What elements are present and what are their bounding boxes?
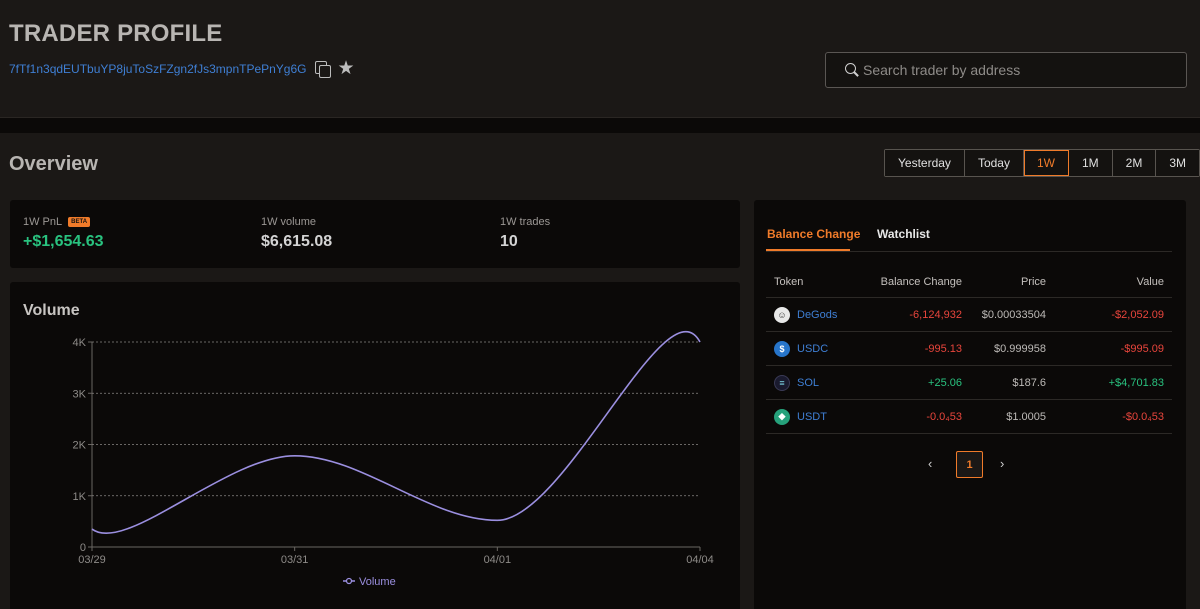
table-row[interactable]: ☺ DeGods -6,124,932 $0.00033504 -$2,052.… [766, 298, 1172, 332]
x-tick-label: 03/31 [281, 554, 309, 566]
volume-title: Volume [23, 302, 80, 319]
pagination-prev-button[interactable]: ‹ [928, 456, 933, 471]
pagination: ‹ 1 › [754, 451, 1186, 479]
token-link[interactable]: DeGods [797, 308, 838, 321]
column-header-value: Value [1136, 275, 1164, 288]
y-tick-label: 1K [73, 491, 87, 503]
stat-trades-value: 10 [500, 233, 518, 250]
balance-change-cell: -6,124,932 [909, 308, 962, 321]
value-cell: -$995.09 [1120, 342, 1164, 355]
table-row[interactable]: ≡ SOL +25.06 $187.6 +$4,701.83 [766, 366, 1172, 400]
trader-address-link[interactable]: 7fTf1n3qdEUTbuYP8juToSzFZgn2fJs3mpnTPePn… [9, 61, 307, 76]
stat-pnl-label-text: 1W PnL [23, 216, 63, 228]
y-tick-label: 4K [73, 337, 87, 349]
stat-volume-value: $6,615.08 [261, 233, 333, 250]
search-input[interactable] [863, 62, 1163, 78]
stat-pnl-label: 1W PnL BETA [23, 216, 104, 228]
price-cell: $0.999958 [994, 342, 1046, 355]
overview-title: Overview [9, 153, 98, 175]
price-cell: $0.00033504 [981, 308, 1046, 321]
column-header-balance-change: Balance Change [880, 275, 962, 288]
y-tick-label: 3K [73, 388, 87, 400]
value-cell: -$0.0₄53 [1122, 410, 1164, 423]
usdc-icon: $ [774, 340, 790, 357]
stat-trades: 1W trades 10 [500, 216, 550, 251]
range-button-2m[interactable]: 2M [1112, 150, 1157, 176]
beta-badge: BETA [68, 217, 91, 227]
range-button-yesterday[interactable]: Yesterday [885, 150, 965, 176]
token-cell: ≡ SOL [774, 374, 820, 391]
search-icon [844, 62, 860, 78]
range-button-3m[interactable]: 3M [1156, 150, 1199, 176]
table-header: Token Balance Change Price Value [766, 266, 1172, 298]
token-link[interactable]: SOL [797, 376, 820, 389]
time-range-selector: Yesterday Today 1W 1M 2M 3M [884, 149, 1200, 177]
main-content: Overview Yesterday Today 1W 1M 2M 3M 1W … [0, 133, 1200, 609]
range-button-today[interactable]: Today [964, 150, 1024, 176]
header: TRADER PROFILE 7fTf1n3qdEUTbuYP8juToSzFZ… [0, 0, 1200, 118]
table-row[interactable]: $ USDC -995.13 $0.999958 -$995.09 [766, 332, 1172, 366]
star-icon[interactable]: ★ [337, 58, 355, 79]
table-row[interactable]: ◆ USDT -0.0₄53 $1.0005 -$0.0₄53 [766, 400, 1172, 434]
sol-icon: ≡ [774, 374, 790, 391]
balance-card: Balance Change Watchlist Token Balance C… [754, 200, 1186, 609]
balance-change-cell: +25.06 [928, 376, 962, 389]
stats-card: 1W PnL BETA +$1,654.63 1W volume $6,615.… [10, 200, 740, 268]
search-box[interactable] [825, 52, 1187, 88]
balance-tabs: Balance Change Watchlist [766, 200, 1172, 252]
stat-volume-label: 1W volume [261, 216, 317, 228]
usdt-icon: ◆ [774, 408, 790, 425]
range-button-1w[interactable]: 1W [1023, 150, 1069, 176]
value-cell: -$2,052.09 [1111, 308, 1164, 321]
value-cell: +$4,701.83 [1108, 376, 1164, 389]
column-header-token: Token [774, 275, 804, 288]
balance-table: Token Balance Change Price Value ☺ DeGod… [766, 266, 1172, 434]
price-cell: $187.6 [1012, 376, 1046, 389]
page-title: TRADER PROFILE [9, 20, 223, 47]
stat-pnl: 1W PnL BETA +$1,654.63 [23, 216, 104, 251]
balance-change-cell: -995.13 [924, 342, 962, 355]
token-link[interactable]: USDC [797, 342, 829, 355]
tab-balance-change[interactable]: Balance Change [767, 227, 861, 241]
volume-card: Volume 0 1K 2K 3K 4K 03/29 03/31 04/01 04/04 Volu… [10, 282, 740, 609]
token-cell: $ USDC [774, 340, 829, 357]
token-link[interactable]: USDT [797, 410, 827, 423]
x-tick-label: 04/04 [686, 554, 714, 566]
legend-marker-dot [345, 577, 353, 585]
column-header-price: Price [1020, 275, 1046, 288]
range-button-1m[interactable]: 1M [1068, 150, 1113, 176]
stat-volume: 1W volume $6,615.08 [261, 216, 332, 251]
address-row: 7fTf1n3qdEUTbuYP8juToSzFZgn2fJs3mpnTPePn… [9, 59, 355, 78]
price-cell: $1.0005 [1006, 410, 1046, 423]
pagination-page-1[interactable]: 1 [956, 451, 983, 478]
copy-icon[interactable] [314, 60, 331, 78]
y-tick-label: 2K [73, 440, 87, 452]
volume-chart: 0 1K 2K 3K 4K 03/29 03/31 04/01 04/04 Volume [73, 331, 714, 588]
series-line-volume [91, 331, 701, 535]
degods-icon: ☺ [774, 306, 790, 323]
x-tick-label: 04/01 [484, 554, 512, 566]
token-cell: ◆ USDT [774, 408, 827, 425]
stat-trades-label: 1W trades [500, 216, 551, 228]
stat-pnl-value: +$1,654.63 [23, 233, 104, 250]
token-cell: ☺ DeGods [774, 306, 838, 323]
active-tab-indicator [766, 249, 850, 251]
y-tick-label: 0 [80, 542, 86, 554]
x-tick-label: 03/29 [78, 554, 106, 566]
balance-change-cell: -0.0₄53 [926, 410, 962, 423]
tab-watchlist[interactable]: Watchlist [877, 227, 930, 241]
pagination-next-button[interactable]: › [1000, 456, 1005, 471]
legend-label-volume: Volume [359, 576, 396, 588]
